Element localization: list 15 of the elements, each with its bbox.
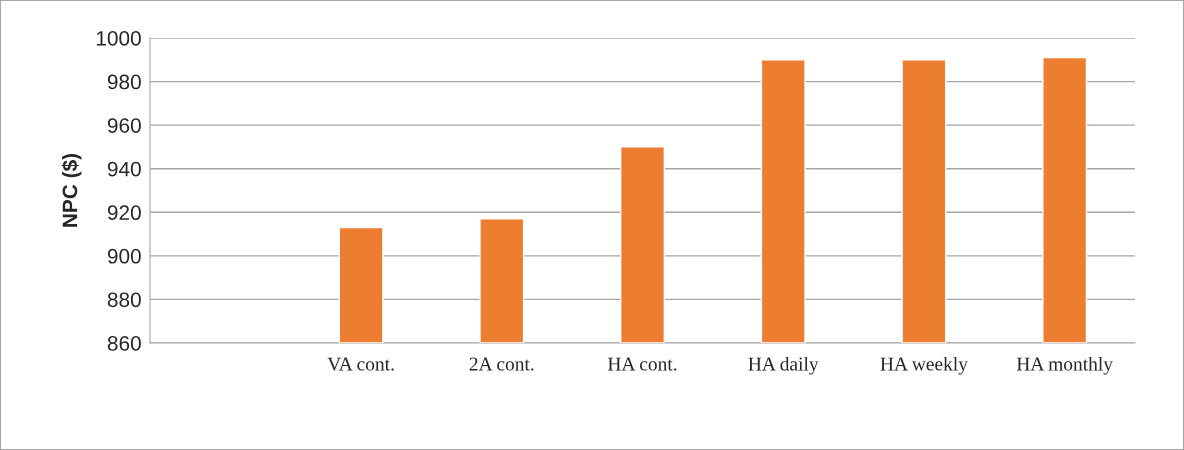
x-tick-label: HA cont. bbox=[607, 357, 677, 371]
x-tick-label: HA weekly bbox=[880, 356, 968, 375]
y-tick-label: 900 bbox=[107, 248, 141, 264]
x-tick-label: 2A cont. bbox=[469, 357, 534, 371]
y-tick-label: 920 bbox=[107, 205, 141, 221]
y-tick-label: 940 bbox=[107, 161, 141, 177]
y-tick-label: 960 bbox=[107, 118, 141, 133]
y-tick-label: 1000 bbox=[96, 31, 141, 46]
x-tick-label: VA cont. bbox=[327, 357, 394, 371]
x-tick-label: HA daily bbox=[748, 356, 819, 375]
y-tick-label: 980 bbox=[107, 74, 141, 90]
y-tick-label: 860 bbox=[107, 336, 141, 351]
x-tick-label: HA monthly bbox=[1016, 356, 1113, 375]
y-tick-label: 880 bbox=[107, 292, 141, 308]
y-axis-title: NPC ($) bbox=[61, 153, 82, 227]
